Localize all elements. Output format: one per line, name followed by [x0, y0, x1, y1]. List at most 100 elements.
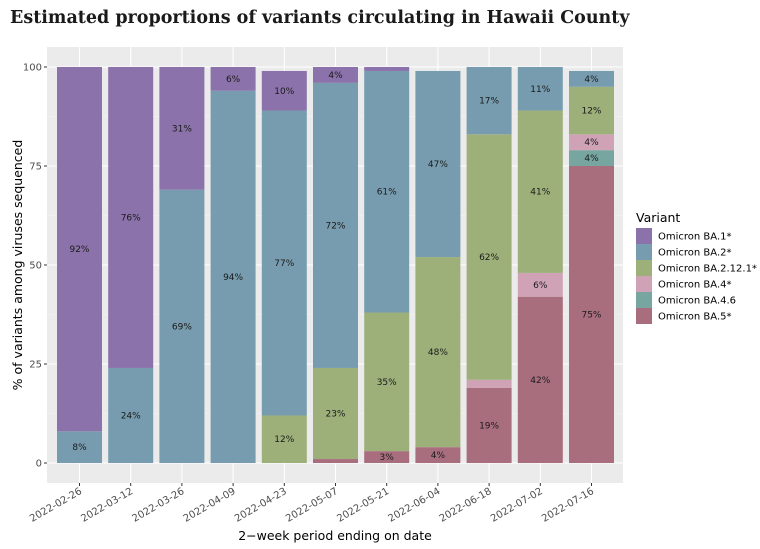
- bar-segment: [313, 367, 358, 460]
- bar-segment: [364, 312, 410, 452]
- bar-segment: [210, 90, 256, 463]
- bar-value-label: 4%: [431, 451, 446, 461]
- bar-segment: [210, 67, 256, 91]
- bar-value-label: 48%: [428, 348, 448, 358]
- bar-value-label: 4%: [584, 75, 599, 85]
- bar-segment: [364, 70, 410, 313]
- bar-value-label: 6%: [533, 281, 548, 291]
- bar-value-label: 11%: [530, 85, 550, 95]
- bar-value-label: 76%: [121, 213, 141, 223]
- bar-segment: [569, 86, 614, 135]
- bar-segment: [261, 110, 307, 416]
- chart-title: Estimated proportions of variants circul…: [10, 8, 630, 28]
- bar-segment: [517, 110, 563, 273]
- legend: Variant Omicron BA.1* Omicron BA.2* Omicro…: [636, 210, 757, 324]
- bar-value-label: 92%: [69, 245, 89, 255]
- x-tick-label: 2022-04-09: [182, 486, 238, 525]
- bar-segment: [466, 67, 512, 135]
- x-tick-label: 2022-02-26: [28, 486, 84, 525]
- bar-value-label: 47%: [428, 160, 448, 170]
- bar-value-label: 61%: [377, 188, 397, 198]
- bar-value-label: 19%: [479, 421, 499, 431]
- bar-value-label: 4%: [584, 138, 599, 148]
- bar-segment: [569, 70, 614, 87]
- x-tick-label: 2022-06-18: [438, 486, 494, 525]
- bar-value-label: 23%: [325, 410, 345, 420]
- bar-value-label: 12%: [581, 107, 601, 117]
- legend-label: Omicron BA.5*: [658, 312, 731, 323]
- bar-value-label: 94%: [223, 273, 243, 283]
- legend-label: Omicron BA.2.12.1*: [658, 264, 757, 275]
- bar-segment: [415, 70, 461, 258]
- x-tick-label: 2022-05-21: [335, 486, 391, 525]
- bar-segment: [466, 134, 512, 380]
- legend-label: Omicron BA.1*: [658, 232, 731, 243]
- bar-segment: [57, 67, 102, 432]
- legend-key: [636, 292, 652, 308]
- x-tick-label: 2022-03-26: [131, 486, 187, 525]
- bar-segment: [466, 387, 512, 463]
- bar-segment: [108, 67, 154, 368]
- x-tick-label: 2022-04-23: [233, 486, 289, 525]
- bar-value-label: 8%: [72, 443, 87, 453]
- bar-value-label: 6%: [226, 75, 241, 85]
- bar-segment: [364, 451, 410, 463]
- bar-segment: [57, 431, 102, 463]
- y-tick-label: 50: [29, 261, 42, 272]
- bar-value-label: 69%: [172, 322, 192, 332]
- y-tick-label: 0: [36, 459, 42, 470]
- bar-segment: [313, 82, 358, 368]
- bar-value-label: 31%: [172, 124, 192, 134]
- bar-value-label: 4%: [584, 154, 599, 164]
- legend-title: Variant: [636, 210, 680, 225]
- bar-segment: [466, 379, 512, 388]
- x-axis-title: 2−week period ending on date: [238, 528, 432, 543]
- bar-segment: [415, 257, 461, 448]
- x-tick-label: 2022-07-02: [489, 486, 545, 525]
- legend-label: Omicron BA.4.6: [658, 296, 736, 307]
- bar-segment: [517, 67, 563, 111]
- bar-segment: [108, 367, 154, 463]
- bar-segment: [261, 70, 307, 111]
- bar-value-label: 35%: [377, 378, 397, 388]
- bar-segment: [261, 415, 307, 463]
- bar-segment: [313, 67, 358, 83]
- y-tick-label: 100: [23, 63, 42, 74]
- bar-value-label: 17%: [479, 97, 499, 107]
- x-tick-label: 2022-07-16: [540, 486, 596, 525]
- bar-segment: [569, 166, 614, 463]
- bar-segment: [517, 296, 563, 463]
- bar-value-label: 3%: [380, 453, 395, 463]
- bar-segment: [159, 67, 205, 190]
- bar-value-label: 4%: [328, 71, 343, 81]
- bar-segment: [569, 134, 614, 151]
- bar-value-label: 42%: [530, 376, 550, 386]
- bar-segment: [569, 150, 614, 166]
- legend-key: [636, 308, 652, 324]
- bar-value-label: 12%: [274, 435, 294, 445]
- bar-value-label: 72%: [325, 221, 345, 231]
- bar-value-label: 75%: [581, 311, 601, 321]
- bar-segment: [159, 189, 205, 463]
- x-tick-label: 2022-06-04: [387, 486, 443, 525]
- y-axis: 0 25 50 75 100: [23, 63, 47, 470]
- bar-value-label: 41%: [530, 188, 550, 198]
- legend-label: Omicron BA.4*: [658, 280, 731, 291]
- x-tick-label: 2022-03-12: [79, 486, 135, 525]
- bar-segment: [364, 67, 410, 71]
- bar-segment: [517, 272, 563, 297]
- y-tick-label: 25: [29, 360, 42, 371]
- bar-value-label: 77%: [274, 259, 294, 269]
- bar-value-label: 62%: [479, 253, 499, 263]
- legend-label: Omicron BA.2*: [658, 248, 731, 259]
- y-axis-title: % of variants among viruses sequenced: [10, 140, 25, 391]
- bar-value-label: 24%: [121, 411, 141, 421]
- legend-key: [636, 244, 652, 260]
- bar-segment: [415, 447, 461, 463]
- bar-labels: 8% 92% 24% 76% 69% 31% 94% 6% 12% 77% 10% 23% 72% 4% 3…: [69, 71, 601, 463]
- bar-value-label: 10%: [274, 87, 294, 97]
- x-tick-label: 2022-05-07: [284, 486, 340, 525]
- legend-key: [636, 260, 652, 276]
- bar-segment: [313, 459, 358, 463]
